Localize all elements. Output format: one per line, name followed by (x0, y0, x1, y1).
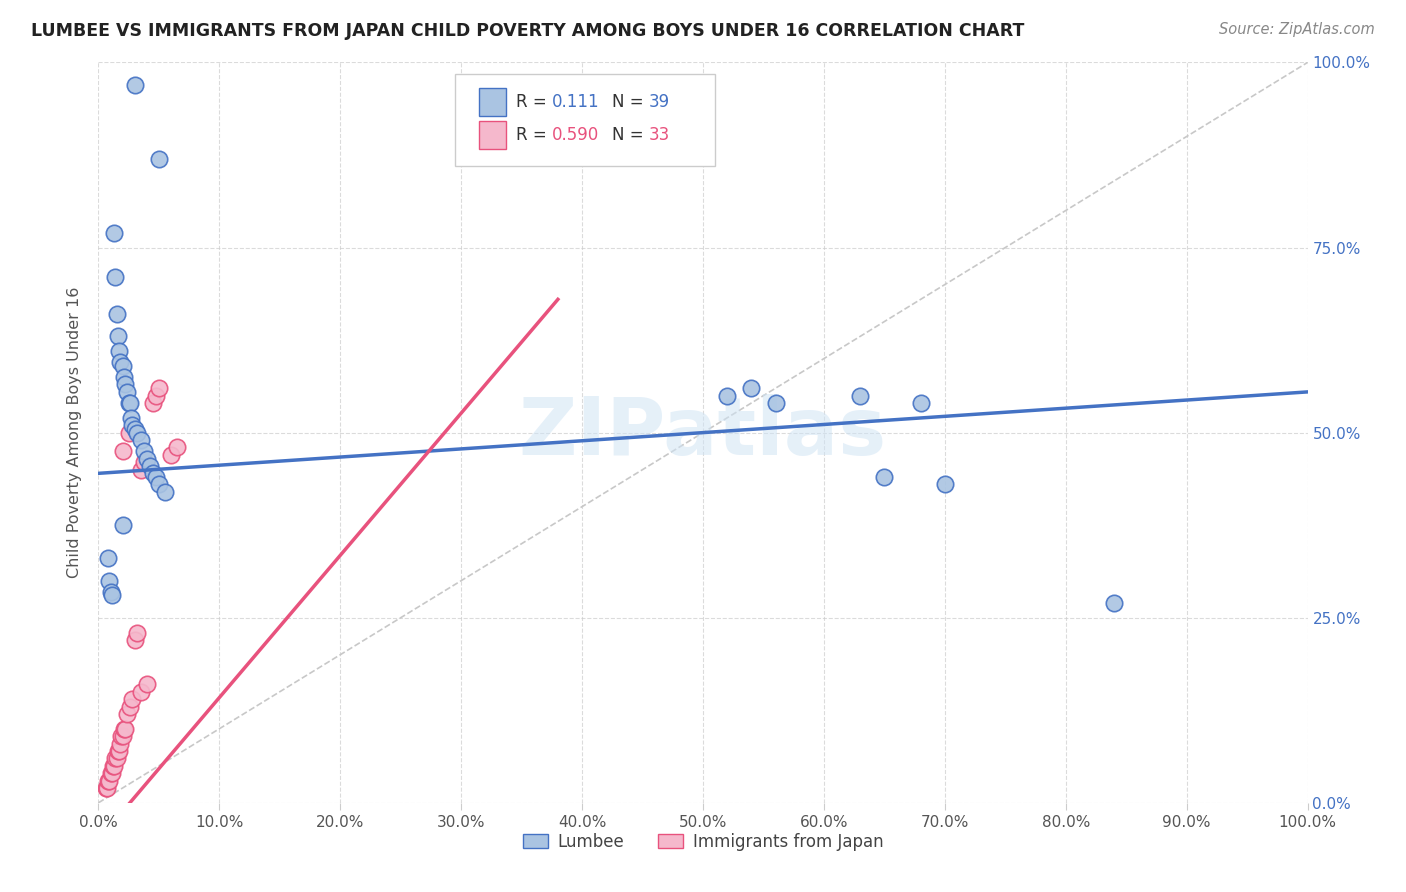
Point (120, 410, 142, 425)
Point (104, 270, 127, 285)
Point (118, 425, 141, 440)
Point (145, 388, 167, 402)
Text: R =: R = (516, 126, 551, 144)
Legend: Lumbee, Immigrants from Japan: Lumbee, Immigrants from Japan (516, 826, 890, 857)
FancyBboxPatch shape (479, 88, 506, 117)
Point (100, 584, 122, 599)
Point (98, 574, 121, 588)
Point (111, 518, 134, 533)
FancyBboxPatch shape (456, 73, 716, 166)
Point (1102, 596, 1125, 610)
Text: ZIPatlas: ZIPatlas (519, 393, 887, 472)
Point (100, 766, 122, 780)
Point (103, 226, 125, 240)
Point (145, 470, 167, 484)
Point (108, 344, 131, 359)
Point (135, 677, 157, 691)
Point (127, 425, 149, 440)
Point (108, 355, 131, 369)
Point (98, 773, 121, 788)
FancyBboxPatch shape (479, 121, 506, 149)
Text: LUMBEE VS IMMIGRANTS FROM JAPAN CHILD POVERTY AMONG BOYS UNDER 16 CORRELATION CH: LUMBEE VS IMMIGRANTS FROM JAPAN CHILD PO… (31, 22, 1025, 40)
Point (129, 433, 152, 447)
Point (111, 359, 134, 373)
Point (716, 388, 738, 402)
Point (740, 381, 762, 395)
Point (118, 396, 141, 410)
Point (134, 444, 156, 458)
Point (124, 422, 146, 436)
Point (148, 152, 170, 166)
Point (114, 722, 136, 736)
Point (97, 551, 120, 566)
Text: 39: 39 (648, 93, 669, 111)
Text: 0.590: 0.590 (551, 126, 599, 144)
Point (129, 462, 152, 476)
Point (96, 780, 118, 795)
Point (166, 441, 188, 455)
Point (765, 396, 787, 410)
Point (129, 685, 152, 699)
Point (105, 751, 128, 765)
Point (124, 632, 146, 647)
Point (111, 729, 134, 743)
Point (103, 758, 125, 772)
Point (108, 744, 131, 758)
Point (117, 706, 139, 721)
Point (104, 751, 127, 765)
Point (934, 477, 956, 491)
Point (873, 470, 896, 484)
Point (111, 444, 134, 458)
Text: R =: R = (516, 93, 551, 111)
Point (114, 377, 136, 392)
Point (142, 467, 165, 481)
Point (118, 699, 141, 714)
Point (142, 396, 165, 410)
Y-axis label: Child Poverty Among Boys Under 16: Child Poverty Among Boys Under 16 (67, 287, 83, 578)
Point (153, 484, 176, 499)
Text: N =: N = (613, 93, 650, 111)
Point (112, 370, 135, 384)
Point (107, 744, 129, 758)
Point (148, 477, 170, 491)
Text: N =: N = (613, 126, 650, 144)
Text: 0.111: 0.111 (551, 93, 599, 111)
Text: Source: ZipAtlas.com: Source: ZipAtlas.com (1219, 22, 1375, 37)
Point (112, 722, 135, 736)
Point (127, 625, 149, 640)
Point (139, 458, 162, 473)
Point (124, 78, 146, 92)
Point (148, 381, 170, 395)
Text: 33: 33 (648, 126, 669, 144)
Point (121, 692, 143, 706)
Point (160, 448, 183, 462)
Point (118, 396, 141, 410)
Point (97, 773, 120, 788)
Point (100, 589, 122, 603)
Point (100, 766, 122, 780)
Point (134, 455, 156, 469)
Point (117, 384, 139, 399)
Point (108, 737, 131, 751)
Point (849, 388, 872, 402)
Point (94, 780, 117, 795)
Point (107, 329, 129, 343)
Point (135, 451, 157, 466)
Point (910, 396, 932, 410)
Point (121, 418, 143, 433)
Point (105, 307, 128, 321)
Point (110, 729, 132, 743)
Point (101, 758, 124, 772)
